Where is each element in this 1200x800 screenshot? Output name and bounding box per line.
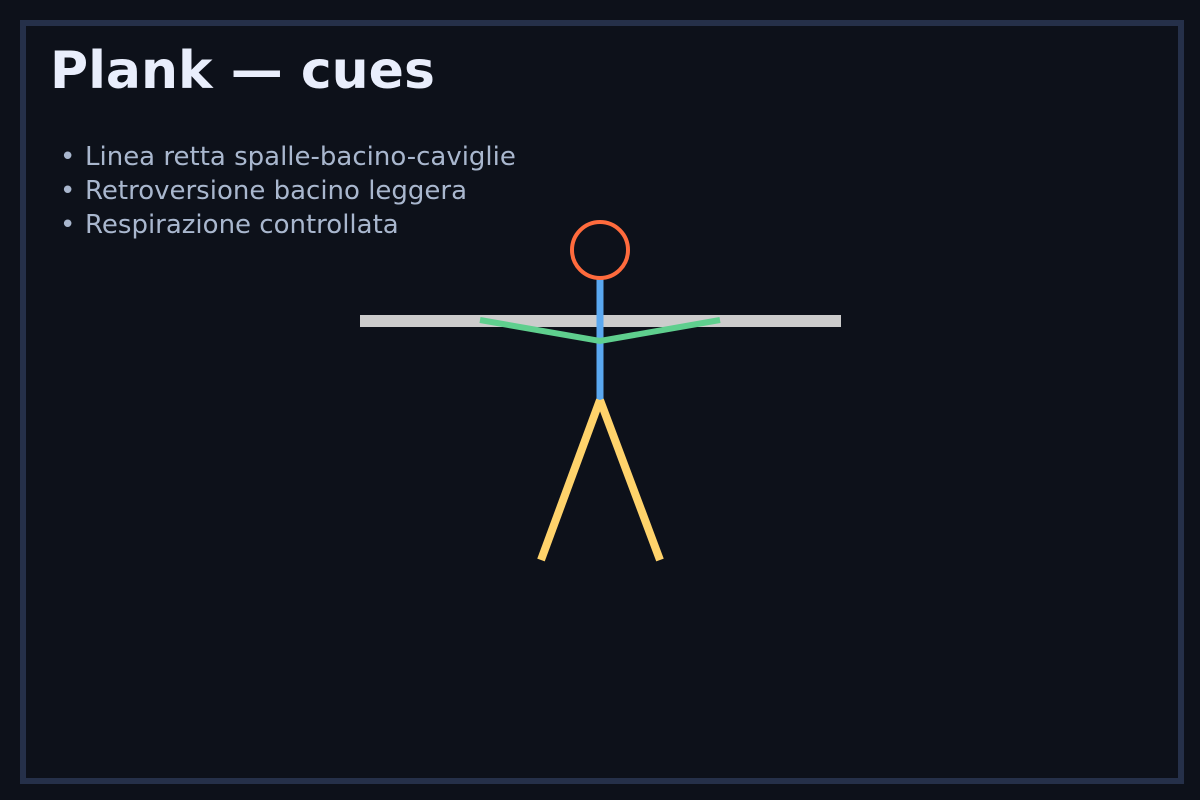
arms <box>479 317 721 345</box>
cue-item: • Linea retta spalle-bacino-caviglie <box>60 140 516 174</box>
bullet-icon: • <box>60 210 76 240</box>
bullet-icon: • <box>60 176 76 206</box>
cue-item: • Respirazione controllata <box>60 208 516 242</box>
cue-text: Linea retta spalle-bacino-caviglie <box>85 142 516 172</box>
right-leg <box>596 398 664 562</box>
left-leg <box>537 398 604 562</box>
cue-item: • Retroversione bacino leggera <box>60 174 516 208</box>
page-title: Plank — cues <box>50 41 435 101</box>
cue-text: Retroversione bacino leggera <box>85 176 468 206</box>
cue-list: • Linea retta spalle-bacino-caviglie • Ret… <box>60 140 516 242</box>
head <box>570 220 630 280</box>
cue-text: Respirazione controllata <box>85 210 399 240</box>
bullet-icon: • <box>60 142 76 172</box>
